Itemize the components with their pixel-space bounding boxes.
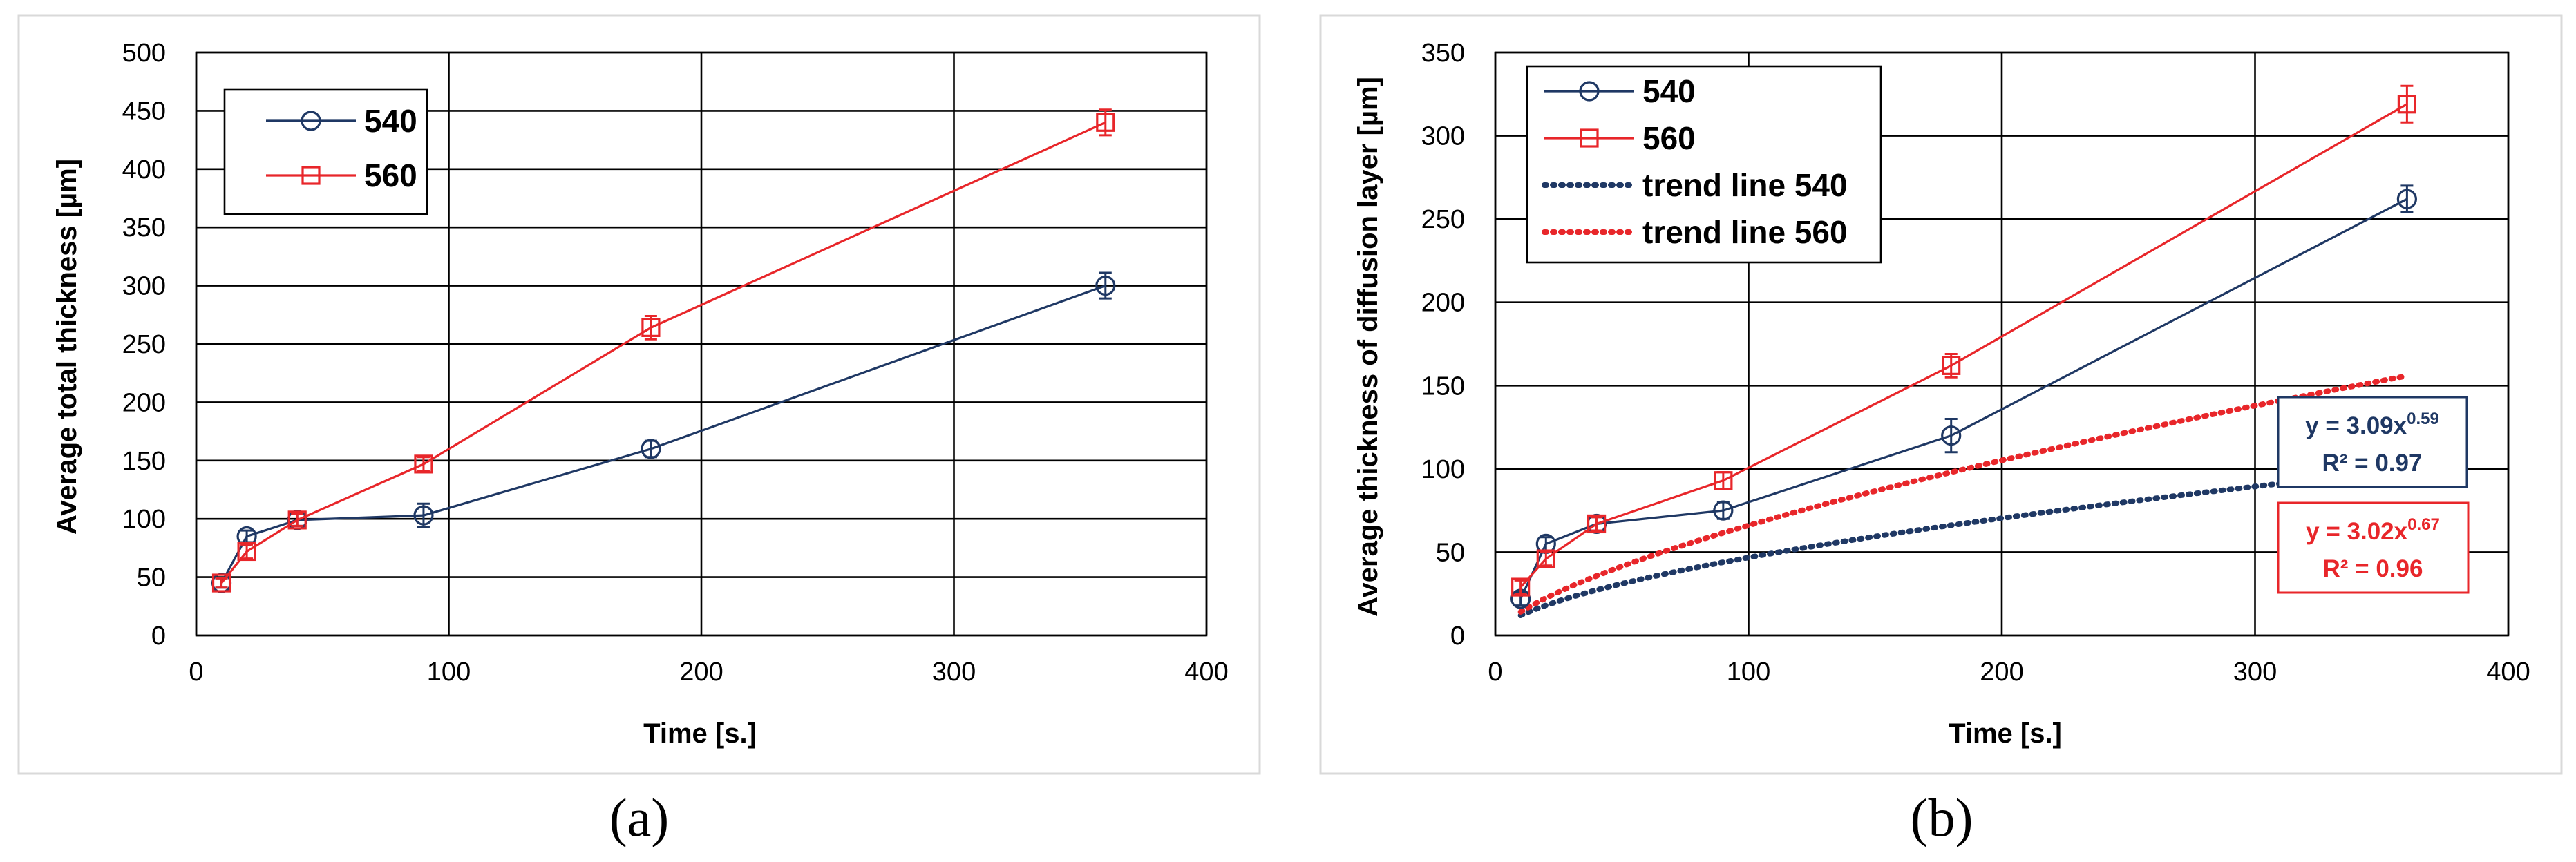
panel-a-series bbox=[211, 108, 1116, 593]
x-tick-label: 300 bbox=[932, 658, 976, 687]
data-point-560 bbox=[414, 454, 433, 474]
legend-label: trend line 560 bbox=[1642, 214, 1848, 250]
y-tick-label: 0 bbox=[151, 622, 166, 651]
panel-b-frame bbox=[1319, 14, 2563, 775]
y-tick-label: 50 bbox=[137, 564, 166, 593]
panel-b-x-tick-labels: 0 100 200 300 400 bbox=[1488, 658, 2530, 687]
legend-label: 560 bbox=[1642, 120, 1696, 156]
x-tick-label: 100 bbox=[1727, 658, 1770, 687]
panel-b-y-tick-labels: 0 50 100 150 200 250 300 350 bbox=[1421, 39, 1465, 651]
data-point-560 bbox=[1942, 356, 1961, 375]
panel-a-y-axis-title: Average total thickness [µm] bbox=[52, 159, 82, 535]
data-point-540 bbox=[2396, 189, 2417, 209]
data-point-540 bbox=[413, 505, 434, 526]
y-tick-label: 300 bbox=[122, 272, 166, 301]
equation-540-line1: y = 3.09x0.59 bbox=[2305, 410, 2439, 439]
data-point-560 bbox=[1511, 577, 1531, 597]
y-tick-label: 0 bbox=[1450, 622, 1465, 651]
y-tick-label: 300 bbox=[1421, 122, 1465, 151]
panel-a: 0 50 100 150 200 250 300 350 400 450 500 0 100 200 30… bbox=[17, 14, 1261, 775]
panel-a-frame bbox=[17, 14, 1261, 775]
data-point-560 bbox=[1536, 549, 1555, 568]
equation-560-r2: R² = 0.96 bbox=[2323, 555, 2423, 582]
caption-b: (b) bbox=[1911, 787, 1973, 847]
x-tick-label: 400 bbox=[1184, 658, 1228, 687]
y-tick-label: 450 bbox=[122, 97, 166, 126]
equation-560-line1: y = 3.02x0.67 bbox=[2306, 515, 2440, 545]
legend-marker bbox=[301, 111, 321, 131]
data-point-560 bbox=[211, 573, 231, 593]
y-tick-label: 200 bbox=[122, 388, 166, 417]
data-point-560 bbox=[237, 542, 256, 562]
equation-box-540: y = 3.09x0.59 R² = 0.97 bbox=[2277, 396, 2468, 488]
x-tick-label: 0 bbox=[1488, 658, 1502, 687]
x-tick-label: 200 bbox=[1980, 658, 2023, 687]
y-tick-label: 200 bbox=[1421, 289, 1465, 318]
y-tick-label: 100 bbox=[1421, 455, 1465, 484]
equation-box-560: y = 3.02x0.67 R² = 0.96 bbox=[2277, 501, 2470, 594]
panel-b: 0 50 100 150 200 250 300 350 0 100 200 300 400 Time… bbox=[1319, 14, 2563, 775]
panel-a-y-tick-labels: 0 50 100 150 200 250 300 350 400 450 500 bbox=[122, 39, 166, 651]
data-point-560 bbox=[287, 510, 307, 530]
x-tick-label: 200 bbox=[679, 658, 723, 687]
data-point-540 bbox=[1941, 425, 1962, 446]
equation-540-r2: R² = 0.97 bbox=[2322, 450, 2423, 477]
data-point-560 bbox=[1096, 113, 1115, 132]
panel-b-y-axis-title: Average thickness of diffusion layer [µm… bbox=[1353, 77, 1383, 617]
data-point-560 bbox=[641, 318, 661, 337]
panel-b-series bbox=[1510, 84, 2417, 609]
legend-label: 540 bbox=[1642, 73, 1696, 109]
data-point-540 bbox=[1713, 500, 1734, 521]
panel-b-legend: 540 560 trend line 540 trend line 560 bbox=[1526, 65, 1882, 264]
y-tick-label: 100 bbox=[122, 505, 166, 534]
y-tick-label: 500 bbox=[122, 39, 166, 68]
data-point-560 bbox=[1714, 471, 1733, 490]
legend-marker bbox=[1579, 81, 1600, 102]
trendline-540 bbox=[1517, 466, 2410, 618]
plot-area-border bbox=[195, 51, 1208, 637]
legend-marker bbox=[301, 166, 321, 185]
legend-marker bbox=[1580, 128, 1599, 148]
x-tick-label: 0 bbox=[189, 658, 203, 687]
x-tick-label: 100 bbox=[427, 658, 471, 687]
legend-label: trend line 540 bbox=[1642, 167, 1848, 203]
y-tick-label: 350 bbox=[122, 213, 166, 242]
data-point-560 bbox=[2397, 95, 2416, 114]
panel-a-x-tick-labels: 0 100 200 300 400 bbox=[189, 658, 1228, 687]
y-tick-label: 400 bbox=[122, 155, 166, 184]
y-tick-label: 250 bbox=[122, 330, 166, 359]
caption-a: (a) bbox=[609, 787, 670, 847]
panel-a-legend: 540 560 bbox=[223, 88, 428, 216]
panel-a-x-axis-title: Time [s.] bbox=[643, 718, 757, 749]
y-tick-label: 350 bbox=[1421, 39, 1465, 68]
y-tick-label: 50 bbox=[1436, 538, 1465, 567]
y-tick-label: 150 bbox=[1421, 372, 1465, 401]
panel-a-gridlines bbox=[195, 51, 1208, 637]
x-tick-label: 400 bbox=[2486, 658, 2530, 687]
panel-a-legend-box bbox=[223, 88, 428, 216]
plot-area-border bbox=[1494, 51, 2510, 637]
panel-b-x-axis-title: Time [s.] bbox=[1949, 718, 2062, 749]
y-tick-label: 250 bbox=[1421, 205, 1465, 234]
data-point-540 bbox=[641, 439, 661, 459]
legend-label: 540 bbox=[364, 103, 417, 139]
y-tick-label: 150 bbox=[122, 447, 166, 476]
series-line-560 bbox=[220, 121, 1106, 584]
panel-b-trendlines bbox=[1517, 373, 2410, 618]
data-point-560 bbox=[1587, 514, 1607, 534]
x-tick-label: 300 bbox=[2233, 658, 2277, 687]
data-point-540 bbox=[1095, 276, 1116, 296]
series-line-560 bbox=[1519, 103, 2408, 588]
trendline-560 bbox=[1517, 373, 2410, 615]
legend-label: 560 bbox=[364, 157, 417, 193]
